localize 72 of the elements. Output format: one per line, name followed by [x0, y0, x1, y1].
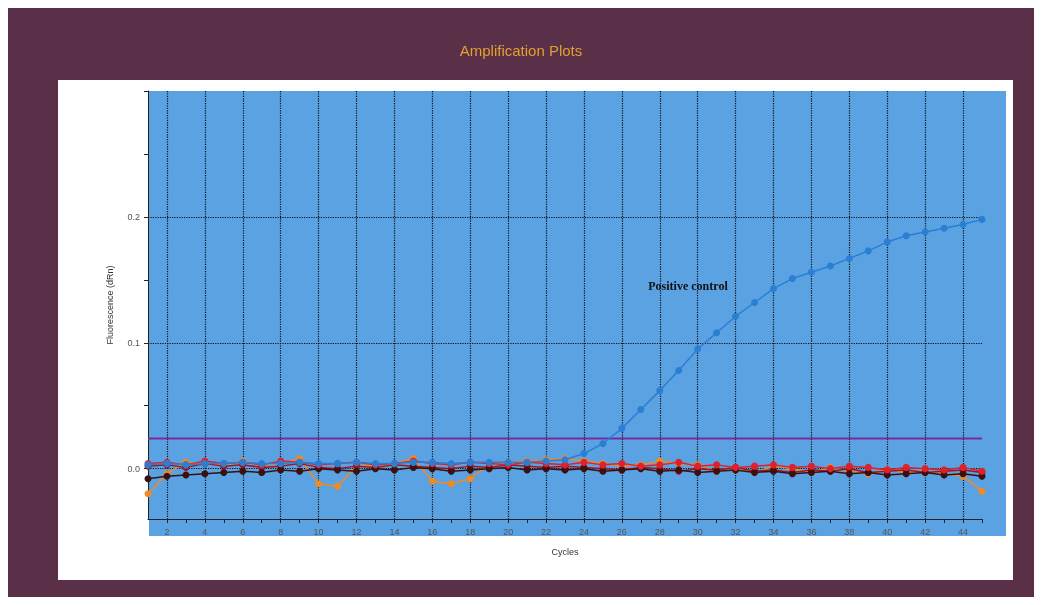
point: [864, 247, 872, 255]
point: [751, 462, 759, 470]
point: [807, 462, 815, 470]
point: [883, 238, 891, 246]
point: [902, 232, 910, 240]
y-axis-title: Fluorescence (dRn): [104, 265, 115, 345]
x-tick-label: 22: [541, 526, 552, 537]
x-tick-label: 30: [692, 526, 703, 537]
point: [694, 345, 702, 353]
x-tick-label: 10: [313, 526, 324, 537]
point: [845, 254, 853, 262]
x-tick-label: 12: [351, 526, 362, 537]
point: [770, 285, 777, 293]
x-tick-label: 26: [616, 526, 627, 537]
x-axis-title: Cycles: [551, 546, 579, 557]
point: [656, 387, 664, 395]
x-tick-label: 40: [882, 526, 893, 537]
point: [978, 487, 986, 495]
point: [466, 466, 474, 474]
point: [599, 439, 607, 447]
x-tick-label: 18: [465, 526, 476, 537]
x-tick-label: 44: [958, 526, 969, 537]
x-tick-label: 32: [730, 526, 741, 537]
point: [826, 262, 834, 270]
point: [751, 298, 759, 306]
point: [656, 461, 664, 469]
point: [277, 466, 285, 474]
point: [959, 220, 967, 228]
x-tick-label: 2: [164, 526, 170, 537]
x-tick-label: 4: [202, 526, 208, 537]
x-tick-label: 16: [427, 526, 438, 537]
y-tick-label: 0.0: [127, 463, 140, 474]
point: [353, 467, 360, 475]
point: [978, 215, 986, 223]
point: [220, 468, 228, 476]
point: [618, 424, 626, 432]
point: [201, 470, 209, 478]
point: [296, 467, 304, 475]
point: [732, 312, 740, 320]
point: [428, 477, 436, 485]
point: [239, 467, 247, 475]
point: [144, 475, 152, 483]
x-tick-label: 8: [278, 526, 284, 537]
point: [390, 466, 398, 474]
annotation: Positive control: [648, 279, 729, 293]
point: [713, 329, 721, 337]
point: [788, 275, 796, 283]
point: [315, 480, 323, 488]
point: [580, 450, 588, 458]
point: [334, 482, 342, 490]
point: [258, 468, 266, 476]
point: [466, 475, 474, 483]
point: [807, 268, 815, 276]
x-tick-label: 24: [578, 526, 589, 537]
x-tick-label: 20: [503, 526, 514, 537]
point: [864, 463, 872, 471]
x-tick-label: 38: [844, 526, 855, 537]
point: [144, 490, 152, 498]
x-tick-label: 36: [806, 526, 817, 537]
x-tick-label: 6: [240, 526, 246, 537]
point: [713, 461, 721, 469]
point: [637, 405, 645, 413]
x-tick-label: 42: [920, 526, 931, 537]
point: [447, 480, 455, 488]
y-tick-label: 0.1: [127, 337, 140, 348]
x-tick-label: 34: [768, 526, 779, 537]
chart-title: Amplification Plots: [459, 42, 583, 59]
x-tick-label: 28: [654, 526, 665, 537]
point: [940, 224, 948, 232]
y-tick-label: 0.2: [127, 211, 140, 222]
x-tick-label: 14: [389, 526, 400, 537]
point: [675, 366, 683, 374]
